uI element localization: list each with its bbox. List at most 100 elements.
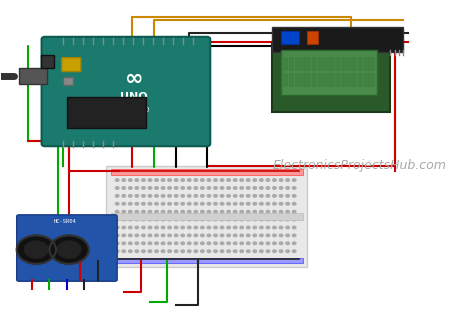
Circle shape (188, 195, 191, 197)
FancyBboxPatch shape (110, 257, 303, 263)
Circle shape (292, 179, 296, 181)
Circle shape (214, 211, 217, 213)
Circle shape (194, 218, 198, 221)
Circle shape (181, 242, 184, 245)
Circle shape (279, 179, 283, 181)
Circle shape (214, 179, 217, 181)
Circle shape (201, 179, 204, 181)
Circle shape (214, 195, 217, 197)
Text: ElectronicsProjectsHub.com: ElectronicsProjectsHub.com (272, 159, 446, 172)
Circle shape (188, 226, 191, 229)
Text: ∞: ∞ (125, 69, 143, 89)
Circle shape (168, 211, 172, 213)
Circle shape (201, 195, 204, 197)
Circle shape (266, 203, 270, 205)
Circle shape (142, 242, 145, 245)
Circle shape (246, 234, 250, 237)
FancyBboxPatch shape (283, 72, 289, 87)
Circle shape (155, 211, 158, 213)
Circle shape (122, 179, 126, 181)
Circle shape (279, 211, 283, 213)
Circle shape (246, 242, 250, 245)
Circle shape (116, 187, 119, 189)
Circle shape (220, 218, 224, 221)
Circle shape (207, 234, 210, 237)
Circle shape (286, 187, 289, 189)
Circle shape (220, 242, 224, 245)
FancyBboxPatch shape (110, 169, 303, 175)
Circle shape (188, 187, 191, 189)
FancyBboxPatch shape (63, 77, 73, 85)
Circle shape (286, 234, 289, 237)
Circle shape (188, 179, 191, 181)
Circle shape (148, 195, 152, 197)
Circle shape (227, 187, 230, 189)
Circle shape (128, 226, 132, 229)
Circle shape (273, 187, 276, 189)
Circle shape (240, 242, 244, 245)
Circle shape (233, 242, 237, 245)
Circle shape (188, 218, 191, 221)
Circle shape (116, 250, 119, 252)
Circle shape (148, 211, 152, 213)
Circle shape (135, 211, 138, 213)
Circle shape (161, 187, 165, 189)
Circle shape (201, 242, 204, 245)
FancyBboxPatch shape (364, 57, 369, 71)
FancyBboxPatch shape (323, 57, 328, 71)
Circle shape (260, 218, 263, 221)
FancyBboxPatch shape (346, 57, 352, 71)
Circle shape (142, 250, 145, 252)
Circle shape (240, 211, 244, 213)
Circle shape (116, 203, 119, 205)
Circle shape (273, 242, 276, 245)
Circle shape (135, 179, 138, 181)
Circle shape (292, 211, 296, 213)
Circle shape (246, 179, 250, 181)
Circle shape (273, 203, 276, 205)
Circle shape (286, 179, 289, 181)
Circle shape (155, 187, 158, 189)
Circle shape (188, 242, 191, 245)
FancyBboxPatch shape (312, 72, 317, 87)
Circle shape (194, 242, 198, 245)
Circle shape (214, 203, 217, 205)
Circle shape (266, 195, 270, 197)
Circle shape (266, 234, 270, 237)
FancyBboxPatch shape (17, 215, 117, 281)
Circle shape (188, 211, 191, 213)
Circle shape (207, 250, 210, 252)
Circle shape (207, 242, 210, 245)
Circle shape (266, 187, 270, 189)
Circle shape (292, 250, 296, 252)
FancyBboxPatch shape (369, 72, 374, 87)
Circle shape (240, 226, 244, 229)
Circle shape (286, 195, 289, 197)
Circle shape (201, 218, 204, 221)
FancyBboxPatch shape (323, 72, 328, 87)
Circle shape (246, 187, 250, 189)
Circle shape (188, 250, 191, 252)
Circle shape (168, 179, 172, 181)
Circle shape (207, 218, 210, 221)
Circle shape (168, 187, 172, 189)
Circle shape (292, 242, 296, 245)
Circle shape (253, 242, 256, 245)
Circle shape (148, 187, 152, 189)
Circle shape (148, 218, 152, 221)
Circle shape (135, 234, 138, 237)
Circle shape (279, 187, 283, 189)
Circle shape (188, 203, 191, 205)
Circle shape (122, 234, 126, 237)
Circle shape (155, 242, 158, 245)
Circle shape (260, 242, 263, 245)
FancyBboxPatch shape (62, 58, 81, 71)
Circle shape (142, 218, 145, 221)
Circle shape (240, 195, 244, 197)
Circle shape (122, 250, 126, 252)
Circle shape (253, 250, 256, 252)
Circle shape (161, 234, 165, 237)
Circle shape (286, 242, 289, 245)
Circle shape (161, 203, 165, 205)
Circle shape (155, 203, 158, 205)
